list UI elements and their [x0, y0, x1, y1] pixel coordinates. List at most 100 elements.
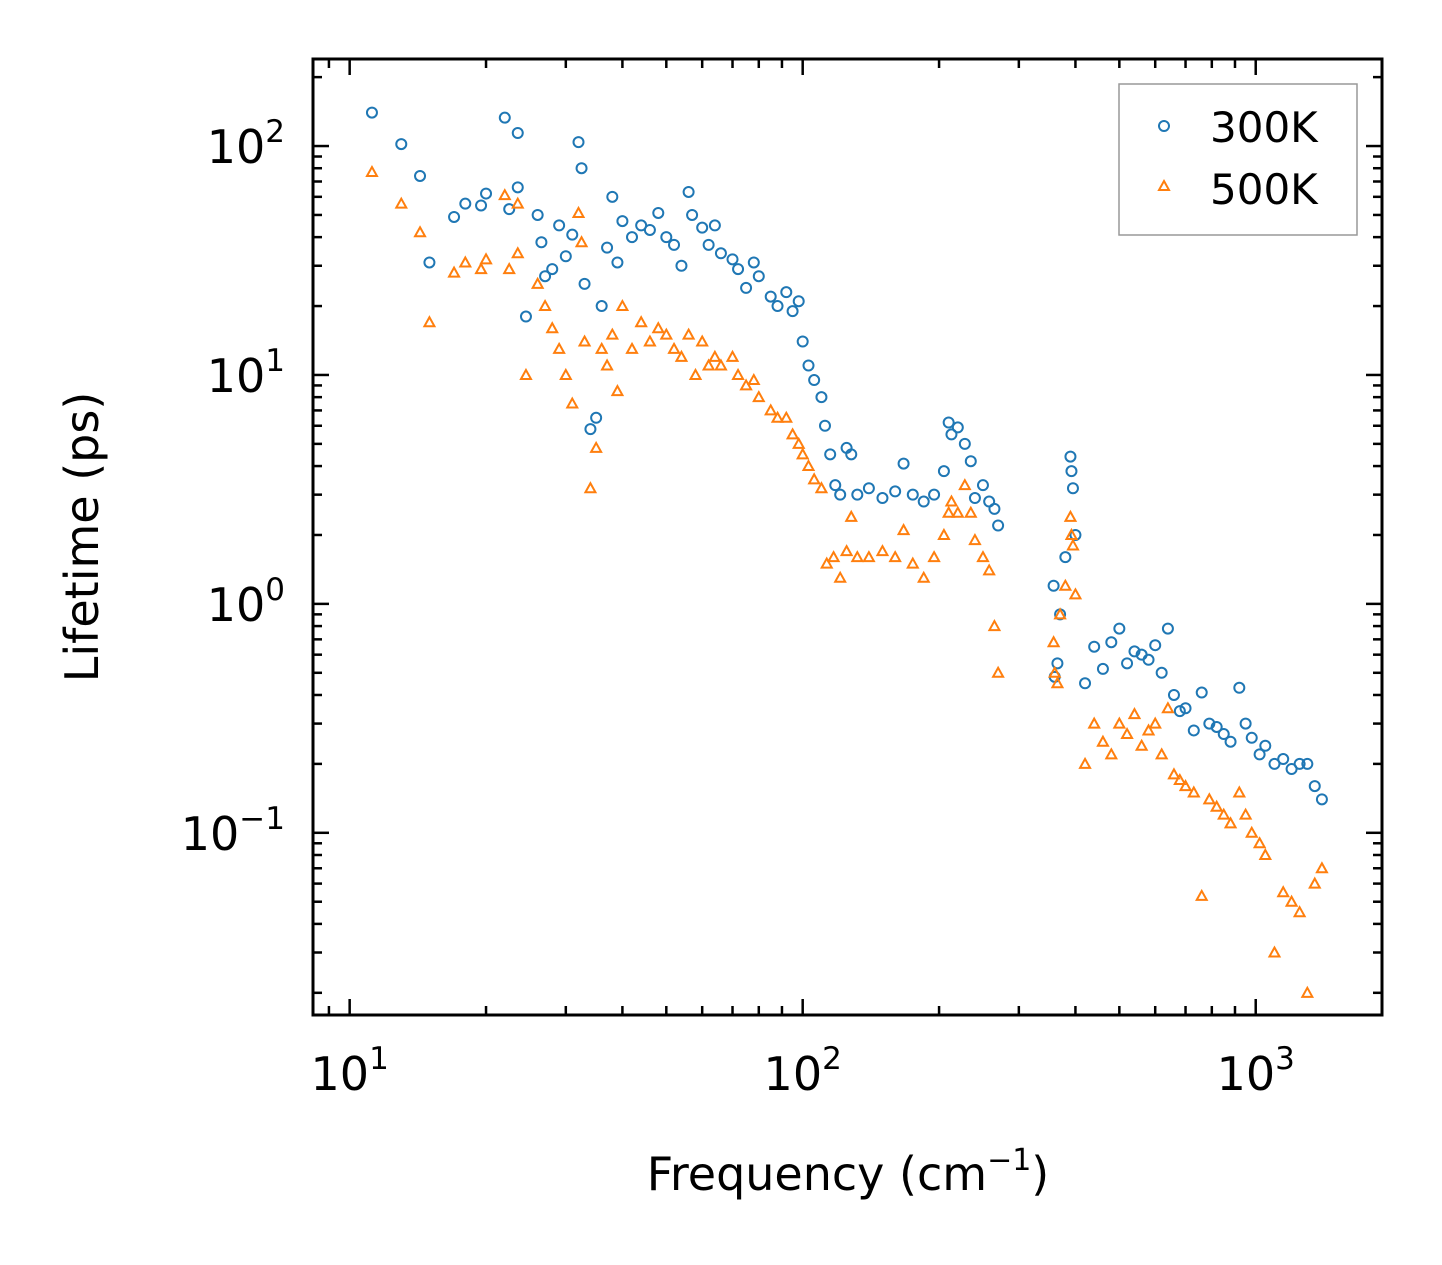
point-300k	[1149, 639, 1162, 652]
point-500k	[600, 358, 614, 371]
point-500k	[695, 334, 709, 347]
point-500k	[413, 225, 427, 238]
point-500k	[1134, 738, 1149, 751]
point-500k	[571, 205, 586, 218]
point-300k	[553, 219, 566, 232]
point-500k	[1154, 747, 1169, 760]
point-300k	[851, 488, 864, 501]
point-300k	[1187, 724, 1200, 737]
point-300k	[702, 238, 715, 251]
legend-label-300k: 300K	[1210, 103, 1319, 152]
point-500k	[1104, 747, 1119, 760]
legend-label-500k: 500K	[1210, 165, 1319, 214]
series-500k	[365, 164, 1329, 998]
x-axis-label: Frequency (cm−1)	[647, 1143, 1050, 1201]
point-500k	[651, 321, 665, 334]
point-300k	[1142, 653, 1155, 666]
point-300k	[1066, 482, 1079, 495]
point-300k	[951, 421, 964, 434]
point-300k	[968, 492, 981, 505]
series-layer	[365, 106, 1329, 998]
point-300k	[740, 281, 753, 294]
point-300k	[1308, 780, 1321, 793]
point-500k	[574, 235, 589, 248]
point-300k	[1079, 677, 1092, 690]
y-tick-label: 101	[207, 343, 285, 403]
point-500k	[896, 523, 911, 536]
point-300k	[802, 359, 815, 372]
point-500k	[610, 384, 625, 397]
point-300k	[682, 185, 695, 198]
point-300k	[423, 256, 436, 269]
point-300k	[818, 419, 831, 432]
point-300k	[1128, 645, 1141, 658]
point-500k	[785, 427, 800, 440]
point-500k	[530, 276, 545, 289]
point-500k	[1078, 756, 1092, 769]
point-300k	[1315, 793, 1328, 806]
point-500k	[1308, 876, 1322, 889]
point-300k	[459, 197, 472, 210]
point-500k	[474, 262, 488, 275]
point-300k	[1065, 465, 1078, 478]
point-300k	[511, 181, 524, 194]
point-300k	[917, 495, 930, 508]
point-500k	[674, 349, 689, 362]
point-300k	[876, 492, 889, 505]
point-500k	[1284, 894, 1299, 907]
point-500k	[941, 505, 956, 518]
point-300k	[945, 428, 958, 441]
point-500k	[927, 550, 941, 563]
point-300k	[626, 231, 639, 244]
point-500k	[795, 447, 810, 460]
point-300k	[889, 485, 902, 498]
point-300k	[584, 423, 597, 436]
point-300k	[660, 231, 673, 244]
point-300k	[535, 236, 548, 249]
point-500k	[1258, 847, 1273, 860]
point-300k	[1195, 686, 1208, 699]
point-500k	[764, 403, 778, 416]
point-300k	[519, 310, 532, 323]
point-300k	[1088, 640, 1101, 653]
plot-frame	[311, 57, 1384, 1017]
point-300k	[808, 374, 821, 387]
point-500k	[770, 410, 785, 423]
point-300k	[601, 241, 614, 254]
point-500k	[801, 458, 816, 472]
point-500k	[1058, 578, 1073, 591]
point-300k	[1155, 666, 1168, 679]
point-300k	[928, 488, 941, 501]
legend-marker-300k	[1158, 120, 1170, 132]
point-500k	[826, 550, 841, 563]
point-300k	[958, 437, 971, 450]
point-500k	[1238, 807, 1253, 820]
point-500k	[1245, 825, 1259, 838]
point-300k	[988, 502, 1001, 515]
point-300k	[862, 482, 875, 495]
point-300k	[652, 206, 665, 219]
legend-marker-500k	[1157, 178, 1171, 191]
point-300k	[1064, 450, 1077, 463]
point-500k	[976, 550, 990, 563]
point-500k	[1066, 538, 1080, 551]
point-500k	[991, 665, 1005, 678]
point-300k	[668, 238, 681, 251]
point-300k	[815, 391, 828, 404]
point-500k	[1120, 726, 1134, 740]
point-300k	[480, 187, 493, 200]
point-300k	[764, 290, 777, 303]
point-300k	[1121, 657, 1134, 670]
point-500k	[731, 367, 745, 380]
point-500k	[1161, 701, 1175, 714]
point-300k	[897, 457, 910, 470]
point-500k	[850, 550, 865, 563]
point-500k	[944, 494, 959, 507]
point-300k	[992, 519, 1005, 532]
point-300k	[1096, 662, 1109, 675]
legend: 300K 500K	[1118, 83, 1358, 236]
point-300k	[611, 256, 624, 269]
point-500k	[458, 255, 473, 268]
point-300k	[792, 295, 805, 308]
point-500k	[577, 334, 592, 347]
